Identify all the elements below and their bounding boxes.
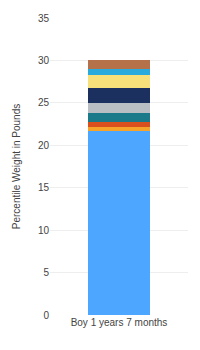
svg-text:Boy 1 years 7 months: Boy 1 years 7 months <box>71 317 168 328</box>
svg-text:20: 20 <box>38 140 50 151</box>
svg-text:Percentile Weight in Pounds: Percentile Weight in Pounds <box>11 104 22 229</box>
svg-text:5: 5 <box>43 267 49 278</box>
svg-text:10: 10 <box>38 225 50 236</box>
svg-text:30: 30 <box>38 55 50 66</box>
svg-text:25: 25 <box>38 97 50 108</box>
svg-text:0: 0 <box>43 310 49 321</box>
svg-text:35: 35 <box>38 13 50 24</box>
svg-text:15: 15 <box>38 182 50 193</box>
